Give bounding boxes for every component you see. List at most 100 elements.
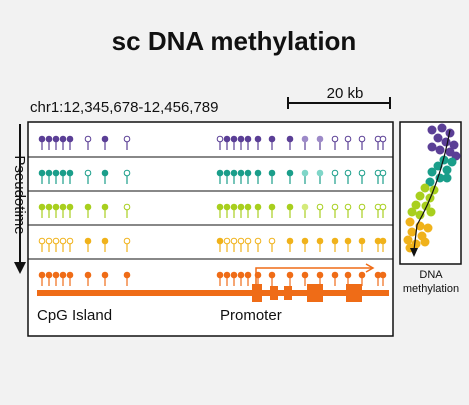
methylated-cpg (316, 271, 324, 279)
methylated-cpg (286, 169, 294, 177)
embedding-cell (415, 191, 425, 201)
methylated-cpg (52, 169, 60, 177)
methylated-cpg (59, 203, 67, 211)
methylated-cpg (216, 169, 224, 177)
methylated-cpg (38, 203, 46, 211)
tss-arrow (255, 267, 372, 284)
methylated-cpg (84, 203, 92, 211)
unmethylated-cpg (344, 203, 352, 211)
embedding-cell (427, 125, 437, 135)
methylated-cpg (123, 271, 131, 279)
unmethylated-cpg (331, 169, 339, 177)
methylated-cpg (52, 271, 60, 279)
methylated-cpg (45, 169, 53, 177)
unmethylated-cpg (52, 237, 60, 245)
methylated-cpg (244, 271, 252, 279)
methylated-cpg (52, 135, 60, 143)
unmethylated-cpg (268, 237, 276, 245)
methylated-cpg (237, 271, 245, 279)
methylated-cpg (331, 237, 339, 245)
methylated-cpg (344, 237, 352, 245)
methylated-cpg (230, 203, 238, 211)
unmethylated-cpg (244, 237, 252, 245)
methylated-cpg (268, 169, 276, 177)
unmethylated-cpg (123, 203, 131, 211)
methylated-cpg (230, 135, 238, 143)
unmethylated-cpg (84, 169, 92, 177)
trajectory-line (413, 129, 451, 251)
embedding-cell (442, 173, 452, 183)
gene-model (37, 263, 389, 302)
embedding-cell (407, 227, 417, 237)
methylated-cpg (45, 271, 53, 279)
genomic-coordinates: chr1:12,345,678-12,456,789 (30, 99, 219, 116)
methylated-cpg (59, 169, 67, 177)
methylated-cpg (230, 169, 238, 177)
methylated-cpg (101, 203, 109, 211)
methylated-cpg (286, 135, 294, 143)
embedding-cell (427, 142, 437, 152)
embedding-cell (423, 223, 433, 233)
methylated-cpg (223, 169, 231, 177)
methylated-cpg (45, 135, 53, 143)
methylated-cpg (59, 271, 67, 279)
embedding-cell (441, 137, 451, 147)
methylated-cpg (237, 169, 245, 177)
methylated-cpg (66, 271, 74, 279)
unmethylated-cpg (316, 203, 324, 211)
embedding-cell (449, 140, 459, 150)
methylated-cpg (38, 135, 46, 143)
methylated-cpg (379, 271, 387, 279)
methylated-cpg (331, 271, 339, 279)
unmethylated-cpg (379, 135, 387, 143)
umap-label-line2: methylation (403, 283, 459, 295)
methylated-cpg (101, 169, 109, 177)
methylated-cpg (254, 169, 262, 177)
trajectory-arrowhead (410, 248, 418, 257)
methylated-cpg (316, 169, 324, 177)
embedding-cell (415, 210, 425, 220)
methylated-cpg (52, 203, 60, 211)
unmethylated-cpg (123, 169, 131, 177)
methylated-cpg (84, 237, 92, 245)
methylation-tracks-box (27, 121, 394, 337)
pseudotime-label: Pseudotime (11, 155, 28, 234)
umap-label-line1: DNA (419, 269, 443, 281)
embedding-cell (403, 235, 413, 245)
methylated-cpg (66, 203, 74, 211)
unmethylated-cpg (38, 237, 46, 245)
embedding-cell (433, 161, 443, 171)
unmethylated-cpg (59, 237, 67, 245)
pseudotime-embedding (399, 121, 462, 265)
unmethylated-cpg (331, 135, 339, 143)
methylated-cpg (244, 169, 252, 177)
methylated-cpg (66, 135, 74, 143)
methylated-cpg (84, 271, 92, 279)
methylated-cpg (301, 237, 309, 245)
methylated-cpg (316, 135, 324, 143)
unmethylated-cpg (216, 135, 224, 143)
unmethylated-cpg (45, 237, 53, 245)
unmethylated-cpg (223, 237, 231, 245)
methylated-cpg (254, 203, 262, 211)
methylated-cpg (244, 135, 252, 143)
embedding-cell (439, 155, 449, 165)
embedding-cell (420, 183, 430, 193)
figure-title: sc DNA methylation (112, 26, 357, 56)
scale-bar: 20 kb (287, 85, 391, 109)
embedding-cell (447, 157, 457, 167)
methylated-cpg (237, 135, 245, 143)
unmethylated-cpg (379, 203, 387, 211)
methylated-cpg (59, 135, 67, 143)
exon (307, 284, 323, 302)
methylated-cpg (268, 135, 276, 143)
unmethylated-cpg (358, 169, 366, 177)
embedding-cell (442, 165, 452, 175)
methylated-cpg (38, 271, 46, 279)
methylated-cpg (38, 169, 46, 177)
methylated-cpg (379, 237, 387, 245)
embedding-cell (433, 133, 443, 143)
methylated-cpg (216, 271, 224, 279)
promoter-label: Promoter (220, 307, 282, 324)
